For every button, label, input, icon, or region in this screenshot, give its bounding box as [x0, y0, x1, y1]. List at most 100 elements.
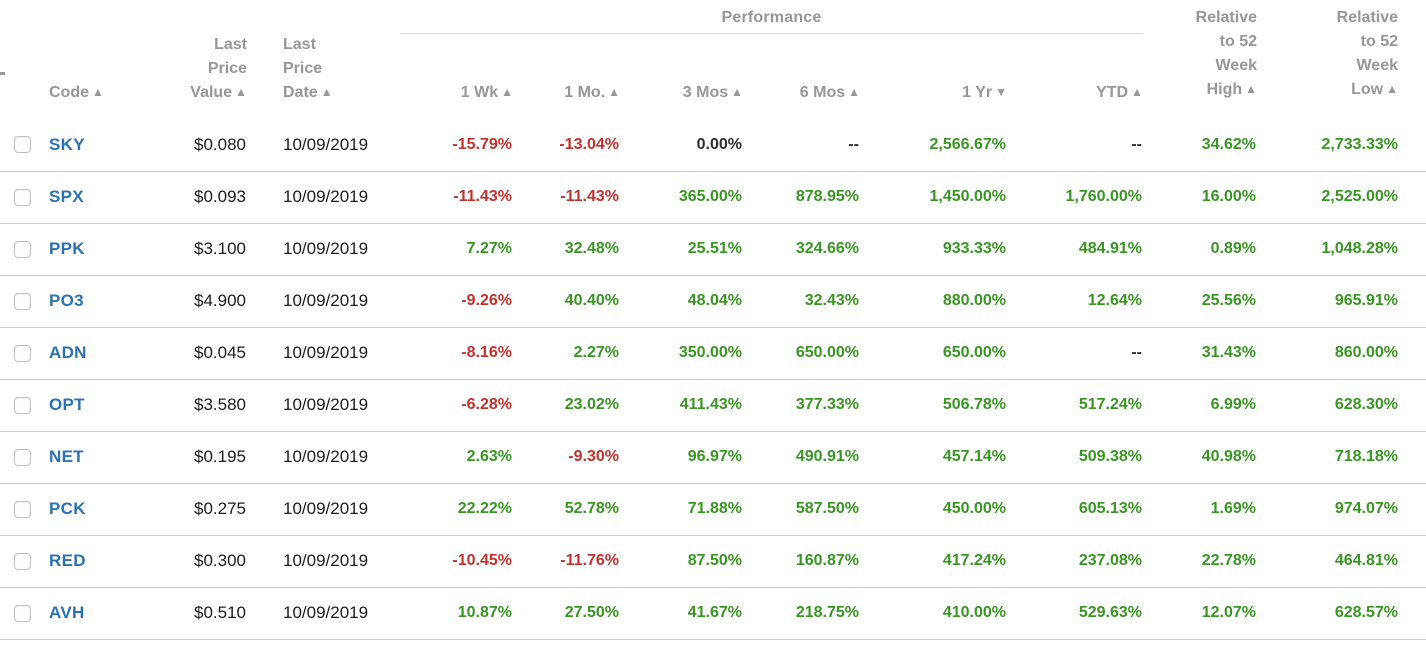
row-checkbox[interactable]	[14, 604, 31, 622]
last-price-date-cell: 10/09/2019	[247, 482, 400, 535]
perf-3mos-cell: 48.04%	[620, 274, 743, 327]
perf-ytd-cell: --	[1131, 135, 1142, 153]
stock-code-link[interactable]: OPT	[49, 395, 85, 414]
perf-6mos-cell: 324.66%	[743, 222, 860, 275]
col-ytd-label: YTD	[1096, 84, 1129, 101]
col-1mo-label: 1 Mo.	[564, 84, 606, 101]
stock-code-link[interactable]: ADN	[49, 343, 87, 362]
row-checkbox[interactable]	[14, 136, 31, 154]
perf-6mos-cell: 490.91%	[743, 430, 860, 483]
code-cell: OPT	[40, 378, 130, 431]
stock-code-link[interactable]: AVH	[49, 603, 85, 622]
code-header-label: Code	[49, 84, 89, 101]
perf-1yr-cell: 650.00%	[860, 326, 1007, 379]
last-price-value-cell: $0.045	[130, 326, 247, 379]
perf-1wk-cell: -9.26%	[400, 274, 513, 327]
perf-3mos-cell: 87.50%	[620, 534, 743, 587]
column-header-last-price-value[interactable]: Last Price Value ▲	[130, 33, 247, 119]
row-checkbox[interactable]	[14, 500, 31, 518]
perf-ytd-cell: --	[1007, 326, 1143, 379]
perf-3mos-cell: 71.88%	[620, 482, 743, 535]
last-price-value-cell: $4.900	[130, 274, 247, 327]
last-price-date-header-label: Last Price Date	[283, 36, 323, 101]
perf-1mo-cell: -9.30%	[513, 430, 620, 483]
column-header-ytd[interactable]: YTD ▲	[1007, 33, 1143, 119]
column-header-rel-52wk-low[interactable]: Relative to 52 Week Low ▲	[1257, 0, 1426, 119]
perf-6mos-cell: 218.75%	[743, 586, 860, 639]
checkbox-cell	[0, 482, 40, 535]
perf-1mo-cell: 23.02%	[513, 378, 620, 431]
perf-1wk-cell: -10.45%	[400, 534, 513, 587]
table-row: PPK $3.100 10/09/2019 7.27% 32.48% 25.51…	[0, 222, 1426, 275]
stock-code-link[interactable]: SKY	[49, 134, 85, 154]
code-cell: PCK	[40, 482, 130, 535]
last-price-value-header-label: Last Price Value	[190, 36, 247, 101]
perf-1yr-cell: 2,566.67%	[929, 135, 1006, 153]
perf-ytd-cell: 237.08%	[1007, 534, 1143, 587]
code-cell: PPK	[40, 222, 130, 275]
perf-3mos-cell: 0.00%	[696, 135, 742, 153]
column-header-last-price-date[interactable]: Last Price Date ▲	[247, 33, 400, 119]
table-row: RED $0.300 10/09/2019 -10.45% -11.76% 87…	[0, 534, 1426, 587]
perf-1yr-cell: 450.00%	[860, 482, 1007, 535]
last-price-value-cell: $0.195	[130, 430, 247, 483]
stock-code-link[interactable]: NET	[49, 447, 84, 466]
rel-52wk-high-cell: 31.43%	[1143, 326, 1257, 379]
stocks-performance-table: Performance Relative to 52 Week High ▲ Re…	[0, 0, 1426, 639]
column-header-code[interactable]: Code ▲	[40, 33, 130, 119]
stock-code-link[interactable]: PCK	[49, 499, 86, 518]
rel-52wk-low-cell: 464.81%	[1257, 534, 1426, 587]
row-checkbox[interactable]	[14, 188, 31, 206]
last-price-date-cell: 10/09/2019	[247, 274, 400, 327]
perf-ytd-cell: 484.91%	[1007, 222, 1143, 275]
perf-1yr-cell: 1,450.00%	[860, 170, 1007, 223]
rel-52wk-low-cell: 974.07%	[1257, 482, 1426, 535]
row-checkbox[interactable]	[14, 344, 31, 362]
perf-1wk-cell: -15.79%	[452, 135, 512, 153]
rel-52wk-low-cell: 1,048.28%	[1257, 222, 1426, 275]
stock-code-link[interactable]: RED	[49, 551, 86, 570]
rel-52wk-high-cell: 12.07%	[1143, 586, 1257, 639]
row-checkbox[interactable]	[14, 240, 31, 258]
perf-6mos-cell: 32.43%	[743, 274, 860, 327]
perf-ytd-cell: 509.38%	[1007, 430, 1143, 483]
column-header-1yr[interactable]: 1 Yr ▼	[860, 33, 1007, 119]
table-header: Performance Relative to 52 Week High ▲ Re…	[0, 0, 1426, 119]
table-row: ADN $0.045 10/09/2019 -8.16% 2.27% 350.0…	[0, 326, 1426, 379]
perf-1mo-cell: 32.48%	[513, 222, 620, 275]
sort-asc-icon: ▲	[92, 85, 104, 99]
perf-6mos-cell: 160.87%	[743, 534, 860, 587]
row-checkbox[interactable]	[14, 292, 31, 310]
row-checkbox[interactable]	[14, 396, 31, 414]
stock-code-link[interactable]: PO3	[49, 291, 84, 310]
column-header-rel-52wk-high[interactable]: Relative to 52 Week High ▲	[1143, 0, 1257, 119]
stock-code-link[interactable]: SPX	[49, 187, 84, 206]
header-spacer	[0, 0, 400, 33]
column-header-row: Code ▲ Last Price Value ▲ Last Price Date ▲…	[0, 33, 1426, 119]
checkbox-cell	[0, 119, 40, 171]
row-checkbox[interactable]	[14, 552, 31, 570]
row-checkbox[interactable]	[14, 448, 31, 466]
last-price-value-cell: $0.275	[130, 482, 247, 535]
table-row: AVH $0.510 10/09/2019 10.87% 27.50% 41.6…	[0, 586, 1426, 639]
stock-code-link[interactable]: PPK	[49, 239, 85, 258]
code-cell: AVH	[40, 586, 130, 639]
perf-1wk-cell: 7.27%	[400, 222, 513, 275]
checkbox-cell	[0, 170, 40, 223]
column-header-1mo[interactable]: 1 Mo. ▲	[513, 33, 620, 119]
column-header-6mos[interactable]: 6 Mos ▲	[743, 33, 860, 119]
column-header-3mos[interactable]: 3 Mos ▲	[620, 33, 743, 119]
perf-3mos-cell: 41.67%	[620, 586, 743, 639]
rel-52wk-low-cell: 860.00%	[1257, 326, 1426, 379]
sort-asc-icon: ▲	[1386, 82, 1398, 96]
sort-asc-icon: ▲	[731, 85, 743, 99]
col-1wk-label: 1 Wk	[460, 84, 499, 101]
checkbox-cell	[0, 430, 40, 483]
rel-52wk-low-cell: 2,733.33%	[1321, 135, 1398, 153]
code-cell: RED	[40, 534, 130, 587]
rel-52wk-low-cell: 628.30%	[1257, 378, 1426, 431]
checkbox-cell	[0, 274, 40, 327]
group-header-row: Performance Relative to 52 Week High ▲ Re…	[0, 0, 1426, 98]
column-header-1wk[interactable]: 1 Wk ▲	[400, 33, 513, 119]
checkbox-cell	[0, 222, 40, 275]
